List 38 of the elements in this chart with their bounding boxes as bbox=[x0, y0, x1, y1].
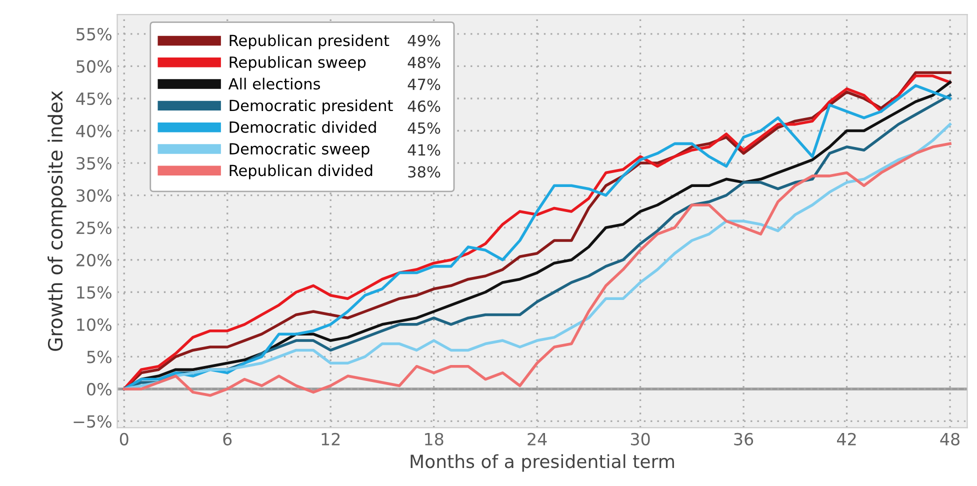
x-tick-label: 48 bbox=[940, 432, 960, 446]
y-tick-label: 0% bbox=[87, 382, 112, 396]
x-axis-title: Months of a presidential term bbox=[410, 454, 674, 472]
x-tick-label: 12 bbox=[322, 432, 340, 446]
y-tick-label: 50% bbox=[76, 60, 112, 73]
annotation: 41% bbox=[408, 144, 440, 156]
y-tick-label: 25% bbox=[76, 222, 112, 234]
y-tick-label: −5% bbox=[74, 415, 112, 428]
x-tick-label: 42 bbox=[836, 432, 856, 446]
y-tick-label: 10% bbox=[77, 318, 112, 331]
y-tick-label: 15% bbox=[77, 286, 112, 299]
x-tick-label: 6 bbox=[223, 432, 232, 446]
x-tick-label: 18 bbox=[425, 432, 444, 446]
annotation: 38% bbox=[408, 166, 440, 178]
legend-label: Republican president bbox=[230, 34, 390, 50]
x-tick-label: 0 bbox=[120, 432, 128, 446]
annotation: 49% bbox=[408, 34, 440, 46]
legend-label: Democratic divided bbox=[230, 121, 376, 133]
legend-label: Democratic sweep bbox=[230, 142, 370, 158]
legend-label: All elections bbox=[228, 78, 320, 90]
legend-label: Republican divided bbox=[230, 164, 372, 180]
y-tick-label: 45% bbox=[76, 92, 112, 106]
x-tick-label: 36 bbox=[734, 432, 754, 446]
x-tick-label: 24 bbox=[528, 432, 547, 446]
y-tick-label: 20% bbox=[76, 254, 112, 266]
legend-label: Republican sweep bbox=[230, 56, 366, 71]
y-tick-label: 30% bbox=[76, 189, 112, 202]
y-axis-title: Growth of composite index bbox=[48, 90, 66, 351]
annotation: 47% bbox=[408, 78, 440, 90]
annotation: 45% bbox=[408, 122, 440, 134]
x-tick-label: 30 bbox=[630, 432, 650, 446]
annotation: 48% bbox=[408, 56, 440, 68]
annotation: 46% bbox=[408, 100, 440, 112]
legend-label: Democratic president bbox=[230, 99, 393, 114]
y-tick-label: 55% bbox=[76, 28, 112, 41]
y-tick-label: 5% bbox=[87, 350, 112, 364]
y-tick-label: 40% bbox=[76, 124, 112, 138]
y-tick-label: 35% bbox=[76, 157, 112, 170]
